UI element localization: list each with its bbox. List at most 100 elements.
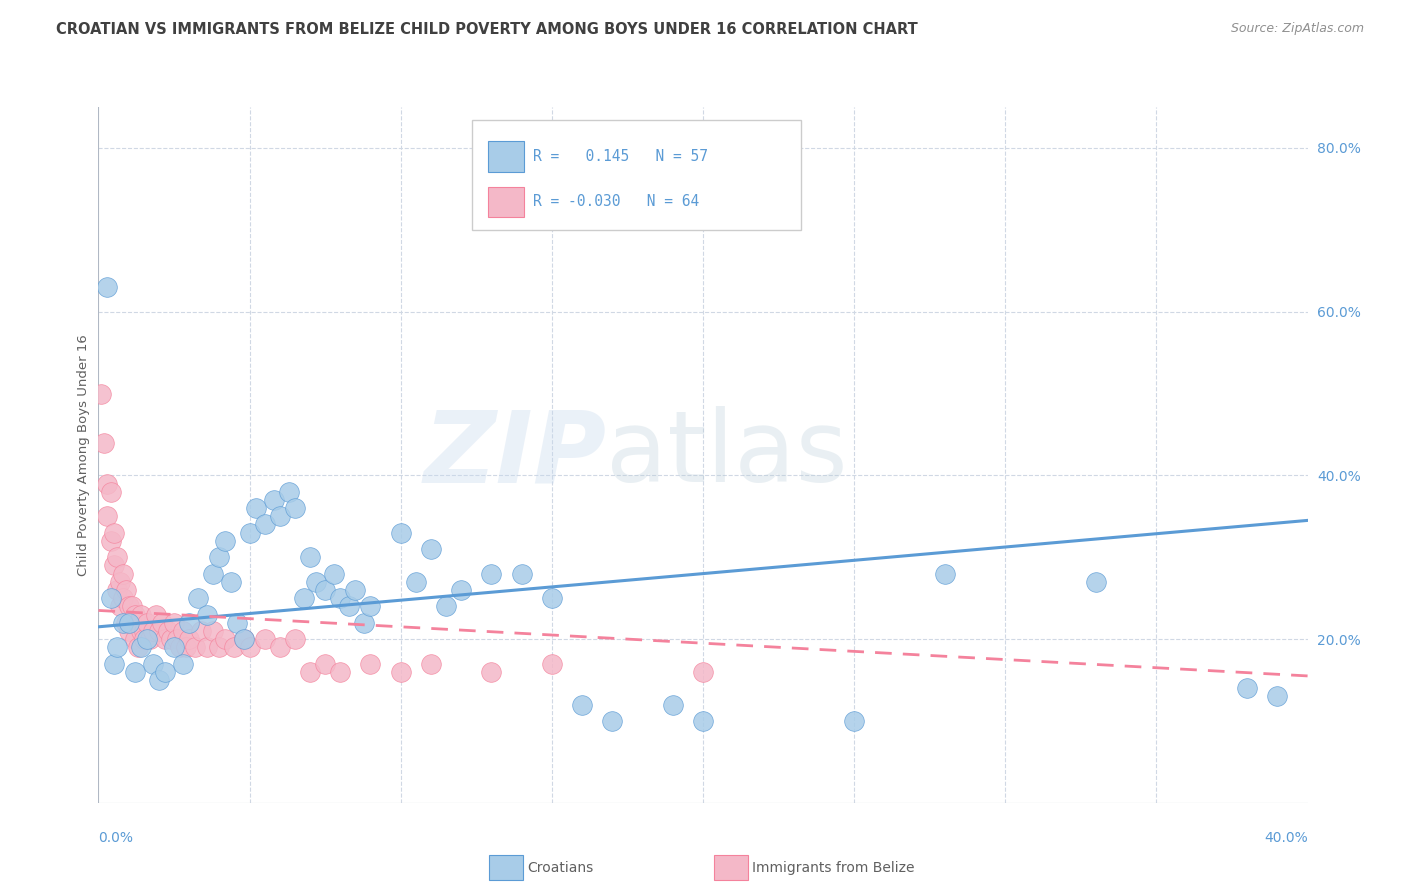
Point <box>179 632 201 646</box>
Point <box>420 542 443 557</box>
Point <box>174 640 197 655</box>
Text: CROATIAN VS IMMIGRANTS FROM BELIZE CHILD POVERTY AMONG BOYS UNDER 16 CORRELATION: CROATIAN VS IMMIGRANTS FROM BELIZE CHILD… <box>56 22 918 37</box>
Point <box>934 566 956 581</box>
Text: Immigrants from Belize: Immigrants from Belize <box>752 861 915 875</box>
Point <box>96 509 118 524</box>
Point <box>844 714 866 728</box>
Point <box>118 624 141 638</box>
Point <box>142 657 165 671</box>
Point <box>420 657 443 671</box>
Point <box>166 632 188 646</box>
Point <box>299 550 322 565</box>
Point <box>450 582 472 597</box>
Point <box>226 615 249 630</box>
Point <box>179 615 201 630</box>
Point <box>269 509 291 524</box>
Point <box>540 657 562 671</box>
Point <box>292 591 315 606</box>
Point <box>1236 681 1258 696</box>
Point <box>481 566 503 581</box>
Point <box>132 632 155 646</box>
Text: Croatians: Croatians <box>527 861 593 875</box>
Point <box>314 657 336 671</box>
Point <box>389 525 412 540</box>
Point <box>360 657 382 671</box>
Point <box>132 624 155 638</box>
Point <box>602 714 624 728</box>
Point <box>93 435 115 450</box>
Point <box>103 657 125 671</box>
Point <box>253 632 276 646</box>
Point <box>135 632 157 646</box>
Point <box>232 632 254 646</box>
Point <box>169 640 191 655</box>
Point <box>163 640 186 655</box>
Point <box>314 582 336 597</box>
Point <box>129 607 152 622</box>
Point <box>360 599 382 614</box>
Point <box>202 566 225 581</box>
Point <box>692 714 714 728</box>
Point <box>111 566 134 581</box>
Point <box>1267 690 1289 704</box>
Point <box>284 501 307 516</box>
Y-axis label: Child Poverty Among Boys Under 16: Child Poverty Among Boys Under 16 <box>77 334 90 576</box>
Point <box>111 615 134 630</box>
Point <box>100 533 122 548</box>
Point <box>148 624 170 638</box>
Point <box>124 607 146 622</box>
Point <box>208 550 231 565</box>
Text: atlas: atlas <box>606 407 848 503</box>
Point <box>96 280 118 294</box>
Point <box>692 665 714 679</box>
Point <box>434 599 457 614</box>
Point <box>129 624 152 638</box>
Point <box>269 640 291 655</box>
Point <box>118 599 141 614</box>
Point <box>100 591 122 606</box>
Point <box>108 574 131 589</box>
Point <box>160 632 183 646</box>
Point <box>208 640 231 655</box>
Text: R = -0.030   N = 64: R = -0.030 N = 64 <box>533 194 699 210</box>
Point <box>405 574 427 589</box>
Point <box>239 525 262 540</box>
Text: 0.0%: 0.0% <box>98 830 134 845</box>
Point <box>96 476 118 491</box>
Point <box>90 386 112 401</box>
Point <box>105 640 128 655</box>
Text: Source: ZipAtlas.com: Source: ZipAtlas.com <box>1230 22 1364 36</box>
Point <box>481 665 503 679</box>
Point <box>129 640 152 655</box>
Point <box>389 665 412 679</box>
Point <box>114 582 136 597</box>
Point <box>172 657 194 671</box>
Point <box>284 632 307 646</box>
Point <box>353 615 375 630</box>
Point <box>232 632 254 646</box>
Point <box>108 599 131 614</box>
Point <box>153 665 176 679</box>
Point <box>105 582 128 597</box>
Point <box>329 665 352 679</box>
Point <box>142 624 165 638</box>
Point <box>323 566 346 581</box>
Point <box>329 591 352 606</box>
Point <box>253 517 276 532</box>
Point <box>114 615 136 630</box>
Point <box>195 640 218 655</box>
Point <box>121 615 143 630</box>
Point <box>184 640 207 655</box>
Point <box>163 615 186 630</box>
Point <box>337 599 360 614</box>
Point <box>148 673 170 687</box>
Point <box>214 632 236 646</box>
Point <box>214 533 236 548</box>
Point <box>135 615 157 630</box>
Text: ZIP: ZIP <box>423 407 606 503</box>
Point <box>172 624 194 638</box>
Point <box>100 484 122 499</box>
Point <box>190 624 212 638</box>
Point <box>540 591 562 606</box>
Point <box>145 607 167 622</box>
